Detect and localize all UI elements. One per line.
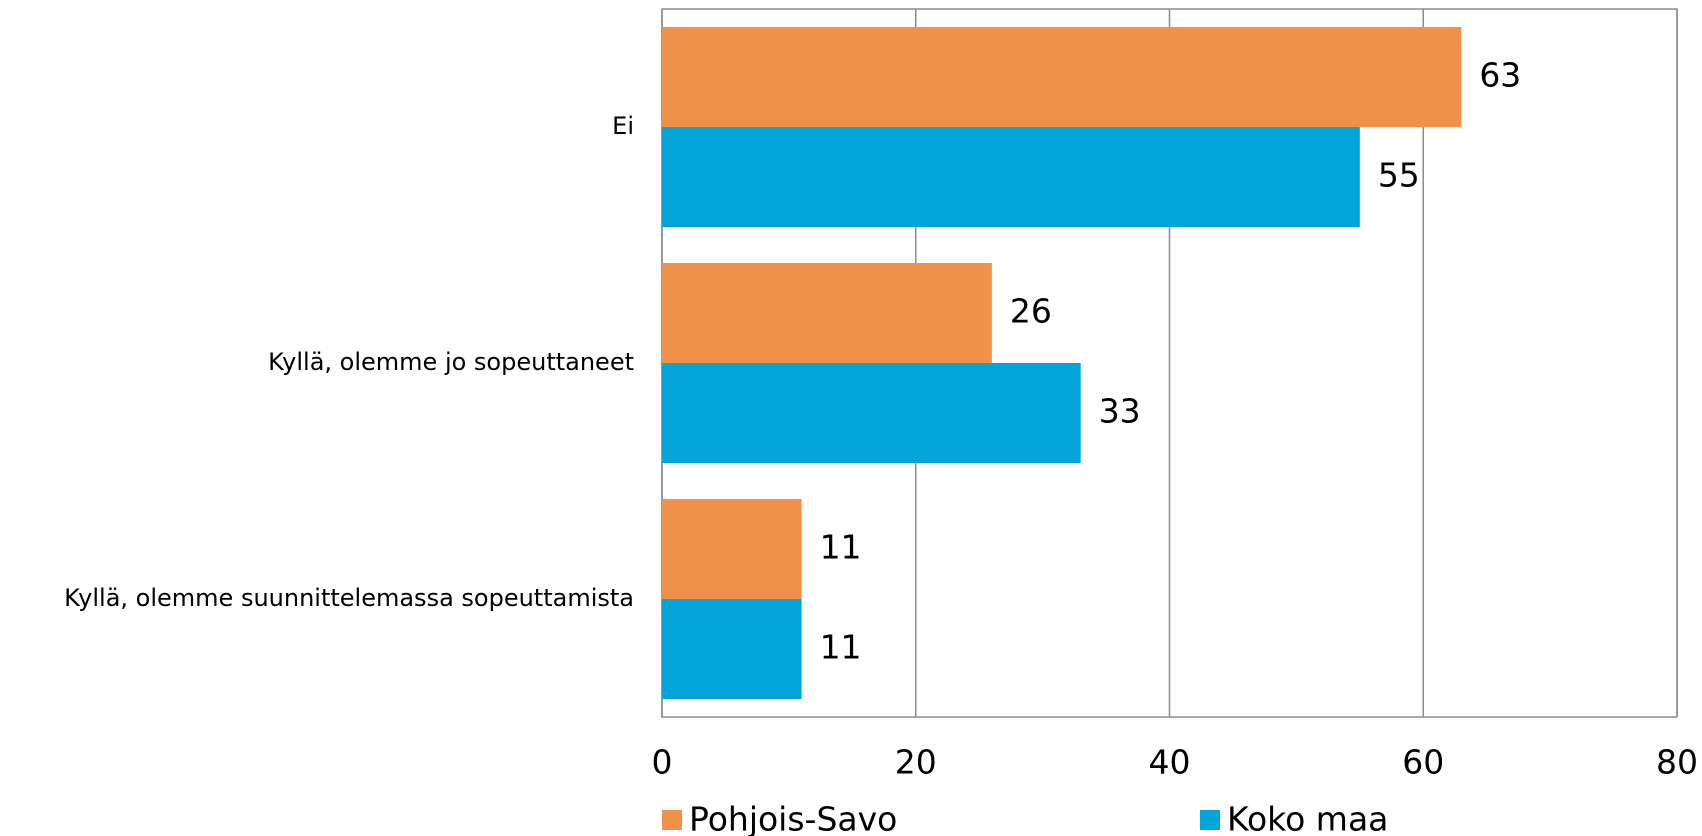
data-label: 26 <box>1010 292 1052 331</box>
y-tick-label: Kyllä, olemme jo sopeuttaneet <box>268 348 634 376</box>
data-label: 11 <box>820 528 862 567</box>
legend-label: Pohjois-Savo <box>689 800 897 836</box>
data-label: 11 <box>820 628 862 667</box>
x-tick-label: 0 <box>652 743 673 782</box>
legend-swatch <box>662 810 682 830</box>
bar <box>662 27 1462 127</box>
x-tick-label: 60 <box>1402 743 1444 782</box>
bar <box>662 599 802 699</box>
x-tick-label: 40 <box>1149 743 1191 782</box>
x-tick-label: 20 <box>895 743 937 782</box>
bar <box>662 499 802 599</box>
data-label: 33 <box>1099 392 1141 431</box>
bar <box>662 127 1360 227</box>
legend-label: Koko maa <box>1227 800 1388 836</box>
data-label: 63 <box>1479 56 1521 95</box>
y-tick-label: Kyllä, olemme suunnittelemassa sopeuttam… <box>64 584 634 612</box>
bar <box>662 263 992 363</box>
legend-swatch <box>1200 810 1220 830</box>
y-tick-label: Ei <box>612 112 634 140</box>
data-label: 55 <box>1378 156 1420 195</box>
x-tick-label: 80 <box>1656 743 1698 782</box>
bar <box>662 363 1081 463</box>
